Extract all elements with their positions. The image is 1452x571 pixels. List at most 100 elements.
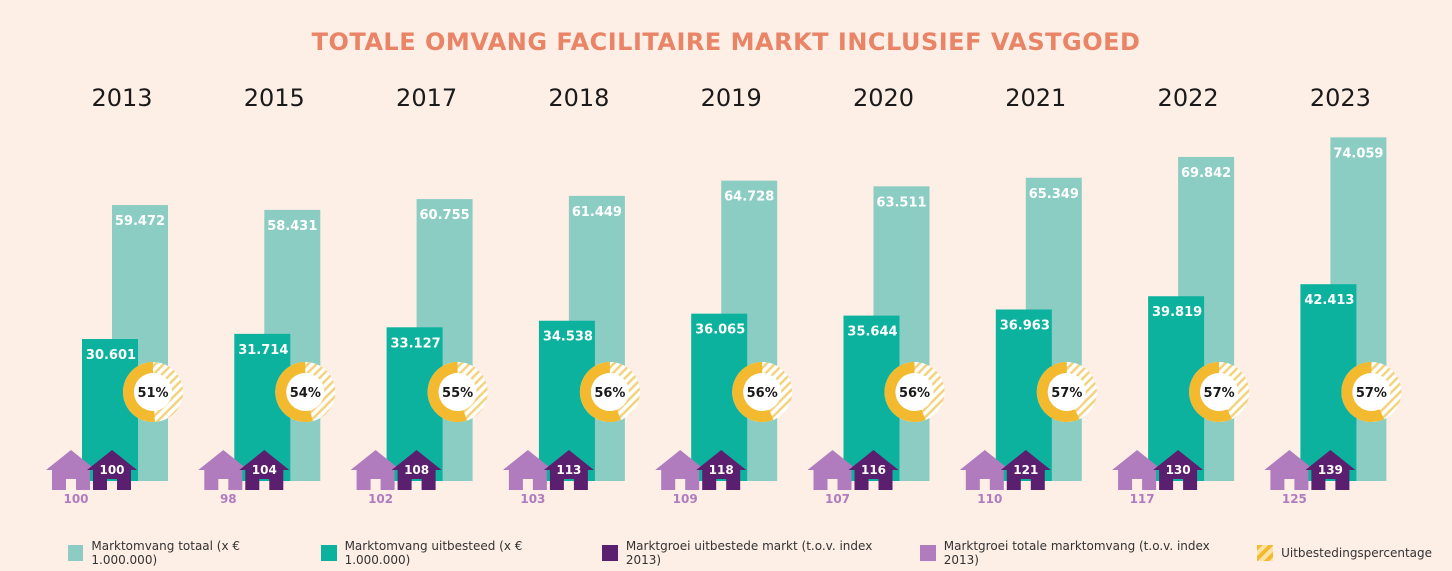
index-totaal-label: 109 <box>673 492 698 506</box>
year-group-2013: 59.472 30.601 51% 100 100 <box>46 205 183 506</box>
donut-percentage-label: 55% <box>442 386 473 401</box>
index-uitbesteed-label: 108 <box>404 463 429 477</box>
donut-percentage-label: 56% <box>899 386 930 401</box>
legend-item: Uitbestedingspercentage <box>1257 545 1432 561</box>
house-uitbesteed-icon <box>1153 450 1204 490</box>
year-label: 2013 <box>91 84 153 112</box>
index-totaal-label: 125 <box>1282 492 1307 506</box>
index-uitbesteed-label: 104 <box>252 463 277 477</box>
donut-percentage-label: 57% <box>1356 386 1387 401</box>
index-uitbesteed-label: 118 <box>709 463 734 477</box>
year-group-2018: 61.449 34.538 56% 113 103 <box>502 195 640 506</box>
year-label: 2020 <box>852 84 915 112</box>
donut-hole <box>1047 373 1086 411</box>
legend-item: Marktomvang totaal (x € 1.000.000) <box>68 539 301 567</box>
index-totaal-label: 103 <box>520 492 545 506</box>
year-label: 2017 <box>396 84 458 112</box>
legend-label: Marktomvang totaal (x € 1.000.000) <box>91 539 241 567</box>
year-label: 2023 <box>1309 84 1371 112</box>
bar-uitbesteed-label: 36.963 <box>1000 318 1050 333</box>
house-totaal-icon <box>198 450 249 490</box>
donut-hole <box>286 373 325 411</box>
bar-uitbesteed-label: 35.644 <box>847 325 897 340</box>
index-totaal-label: 102 <box>368 492 393 506</box>
donut-hole <box>1352 373 1391 411</box>
bar-totaal-label: 58.431 <box>267 219 317 234</box>
legend-label: Marktgroei totale marktomvang (t.o.v. in… <box>943 539 1210 567</box>
donut-hole <box>438 373 477 411</box>
donut-percentage-arc <box>123 362 155 422</box>
year-group-2023: 74.059 42.413 57% 139 125 <box>1264 137 1402 506</box>
donut-percentage-label: 56% <box>594 386 625 401</box>
legend-swatch <box>68 545 84 561</box>
bar-uitbesteed-label: 34.538 <box>543 330 593 345</box>
year-label: 2015 <box>243 84 305 112</box>
donut-percentage-label: 56% <box>747 386 778 401</box>
donut-percentage-arc <box>1341 361 1385 423</box>
legend-item: Marktgroei totale marktomvang (t.o.v. in… <box>920 539 1237 567</box>
donut-hole <box>134 373 172 411</box>
donut-hole <box>590 373 629 411</box>
donut-percentage-arc <box>579 362 621 422</box>
legend-item: Marktomvang uitbesteed (x € 1.000.000) <box>321 539 582 567</box>
house-uitbesteed-icon <box>1305 450 1356 490</box>
year-group-2015: 58.431 31.714 54% 104 98 <box>198 209 336 506</box>
index-uitbesteed-label: 139 <box>1318 463 1343 477</box>
house-totaal-icon <box>1112 450 1163 490</box>
year-group-2020: 63.511 35.644 56% 116 107 <box>807 186 945 506</box>
bar-totaal-label: 61.449 <box>572 205 622 220</box>
year-group-2017: 60.755 33.127 55% 108 102 <box>350 199 488 506</box>
bar-uitbesteed-label: 42.413 <box>1304 293 1354 308</box>
index-totaal-label: 100 <box>63 492 88 506</box>
legend-item: Marktgroei uitbestede markt (t.o.v. inde… <box>602 539 900 567</box>
year-label: 2021 <box>1005 84 1067 112</box>
bar-uitbesteed-label: 30.601 <box>86 348 136 363</box>
year-group-2021: 65.349 36.963 57% 121 110 <box>959 177 1097 506</box>
bar-totaal-label: 65.349 <box>1029 187 1079 202</box>
house-uitbesteed-icon <box>543 450 594 490</box>
house-totaal-icon <box>655 450 706 490</box>
index-totaal-label: 98 <box>220 492 237 506</box>
index-uitbesteed-label: 100 <box>99 463 124 477</box>
legend-swatch <box>602 545 618 561</box>
donut-hole <box>743 373 782 411</box>
donut-hole <box>895 373 934 411</box>
house-uitbesteed-icon <box>87 450 137 490</box>
bar-totaal-label: 63.511 <box>876 195 926 210</box>
legend-label: Uitbestedingspercentage <box>1281 546 1432 560</box>
donut-percentage-arc <box>1036 361 1080 422</box>
donut-percentage-label: 57% <box>1051 386 1082 401</box>
house-uitbesteed-icon <box>696 450 747 490</box>
year-group-2022: 69.842 39.819 57% 130 117 <box>1112 156 1250 506</box>
donut-percentage-arc <box>1189 362 1232 422</box>
legend-swatch <box>920 545 936 561</box>
house-uitbesteed-icon <box>848 450 899 490</box>
bar-uitbesteed-label: 39.819 <box>1152 305 1202 320</box>
bar-uitbesteed-label: 33.127 <box>391 336 441 351</box>
donut-percentage-label: 51% <box>137 386 168 401</box>
house-uitbesteed-icon <box>391 450 442 490</box>
chart-title: TOTALE OMVANG FACILITAIRE MARKT INCLUSIE… <box>311 28 1141 56</box>
chart-area: 59.472 30.601 51% 100 100 58.431 31.714 54% 104 9… <box>46 137 1402 506</box>
index-totaal-label: 107 <box>825 492 850 506</box>
year-label: 2018 <box>548 84 610 112</box>
legend-label: Marktomvang uitbesteed (x € 1.000.000) <box>344 539 523 567</box>
bar-totaal-label: 69.842 <box>1181 166 1231 181</box>
index-uitbesteed-label: 121 <box>1013 463 1038 477</box>
house-totaal-icon <box>1264 450 1315 490</box>
donut-percentage-label: 57% <box>1204 386 1235 401</box>
index-uitbesteed-label: 130 <box>1166 463 1191 477</box>
donut-percentage-label: 54% <box>290 386 321 401</box>
house-totaal-icon <box>959 450 1010 490</box>
donut-percentage-arc <box>275 362 313 423</box>
house-uitbesteed-icon <box>1000 450 1051 490</box>
legend-swatch <box>1257 545 1274 561</box>
legend: Marktomvang totaal (x € 1.000.000) Markto… <box>68 539 1452 567</box>
index-uitbesteed-label: 116 <box>861 463 886 477</box>
bar-uitbesteed-label: 31.714 <box>238 343 288 358</box>
index-totaal-label: 110 <box>977 492 1002 506</box>
donut-percentage-arc <box>884 362 926 423</box>
house-totaal-icon <box>807 450 858 490</box>
bar-totaal-label: 64.728 <box>724 190 774 205</box>
house-totaal-icon <box>502 450 553 490</box>
